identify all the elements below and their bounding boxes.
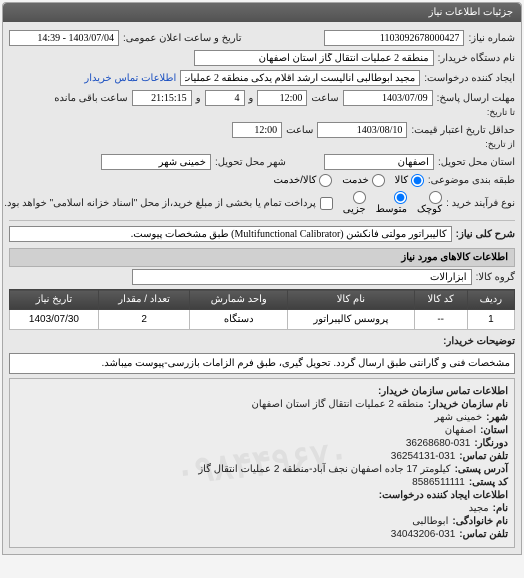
category-label: طبقه بندی موضوعی: bbox=[428, 175, 515, 186]
days-input[interactable] bbox=[205, 90, 245, 106]
group-input[interactable] bbox=[132, 269, 472, 285]
c-lname: ابوطالبی bbox=[412, 516, 448, 527]
cat-goods-option[interactable]: کالا bbox=[395, 174, 424, 187]
items-table: ردیف کد کالا نام کالا واحد شمارش تعداد /… bbox=[9, 289, 515, 330]
validity-from-label: از تاریخ: bbox=[485, 139, 515, 150]
panel-body: شماره نیاز: تاریخ و ساعت اعلان عمومی: نا… bbox=[3, 22, 521, 554]
validity-label: حداقل تاریخ اعتبار قیمت: bbox=[411, 125, 515, 136]
group-label: گروه کالا: bbox=[476, 272, 515, 283]
c-phone: 36254131-031 bbox=[391, 451, 456, 462]
cat-goods-service-text: کالا/خدمت bbox=[274, 175, 317, 186]
cat-goods-service-radio[interactable] bbox=[319, 174, 332, 187]
desc-label: شرح کلی نیاز: bbox=[456, 229, 515, 240]
c-fax: 36268680-031 bbox=[406, 438, 471, 449]
to-date-label: تا تاریخ: bbox=[487, 107, 515, 118]
c-postal: 8586511111 bbox=[412, 477, 465, 488]
c-rphone: 34043206-031 bbox=[391, 529, 456, 540]
announce-input[interactable] bbox=[9, 30, 119, 46]
th-date: تاریخ نیاز bbox=[10, 290, 99, 310]
c-org: منطقه 2 عملیات انتقال گاز استان اصفهان bbox=[251, 399, 423, 410]
th-row: ردیف bbox=[467, 290, 514, 310]
deadline-date-input[interactable] bbox=[343, 90, 433, 106]
proc-medium-option[interactable]: متوسط bbox=[376, 191, 407, 215]
c-org-label: نام سازمان خریدار: bbox=[428, 399, 508, 410]
buyer-info-link[interactable]: اطلاعات تماس خریدار bbox=[84, 73, 176, 84]
cat-service-radio[interactable] bbox=[372, 174, 385, 187]
city-label: شهر محل تحویل: bbox=[215, 157, 286, 168]
proc-small-radio[interactable] bbox=[429, 191, 442, 204]
req-no-input[interactable] bbox=[324, 30, 464, 46]
city-input[interactable] bbox=[101, 154, 211, 170]
buyer-desc-label: توضیحات خریدار: bbox=[443, 336, 515, 347]
creator-label: ایجاد کننده درخواست: bbox=[424, 73, 515, 84]
validity-date-input[interactable] bbox=[317, 122, 407, 138]
buyer-desc-box: مشخصات فنی و گارانتی طبق ارسال گردد. تحو… bbox=[9, 353, 515, 374]
req-no-label: شماره نیاز: bbox=[468, 33, 515, 44]
panel-title: جزئیات اطلاعات نیاز bbox=[3, 3, 521, 22]
process-label: نوع فرآیند خرید : bbox=[446, 198, 515, 209]
cat-goods-text: کالا bbox=[395, 175, 409, 186]
proc-partial-text: جزیی bbox=[343, 204, 366, 215]
time-label-2: ساعت bbox=[286, 125, 313, 136]
and-label-2: و bbox=[196, 93, 201, 104]
cat-service-text: خدمت bbox=[342, 175, 369, 186]
cell-date: 1403/07/30 bbox=[10, 310, 99, 330]
remaining-suffix: ساعت باقی مانده bbox=[54, 93, 127, 104]
contact-header: اطلاعات تماس سازمان خریدار: bbox=[378, 386, 508, 397]
desc-input[interactable] bbox=[9, 226, 452, 242]
validity-time-input[interactable] bbox=[232, 122, 282, 138]
th-unit: واحد شمارش bbox=[190, 290, 288, 310]
proc-partial-option[interactable]: جزیی bbox=[343, 191, 366, 215]
buyer-org-input[interactable] bbox=[194, 50, 434, 66]
cat-goods-radio[interactable] bbox=[411, 174, 424, 187]
items-header: اطلاعات کالاهای مورد نیاز bbox=[9, 248, 515, 267]
c-lname-label: نام خانوادگی: bbox=[452, 516, 508, 527]
proc-note-checkbox[interactable] bbox=[320, 197, 333, 210]
c-province-label: استان: bbox=[480, 425, 508, 436]
th-code: کد کالا bbox=[414, 290, 467, 310]
cell-unit: دستگاه bbox=[190, 310, 288, 330]
c-name: مجید bbox=[469, 503, 489, 514]
buyer-org-label: نام دستگاه خریدار: bbox=[438, 53, 515, 64]
province-input[interactable] bbox=[324, 154, 434, 170]
remaining-input[interactable] bbox=[132, 90, 192, 106]
th-qty: تعداد / مقدار bbox=[98, 290, 189, 310]
deadline-label: مهلت ارسال پاسخ: bbox=[437, 93, 515, 104]
deadline-time-input[interactable] bbox=[257, 90, 307, 106]
cat-goods-service-option[interactable]: کالا/خدمت bbox=[274, 174, 333, 187]
cell-row: 1 bbox=[467, 310, 514, 330]
th-name: نام کالا bbox=[288, 290, 414, 310]
c-address: کیلومتر 17 جاده اصفهان نجف آباد-منطقه 2 … bbox=[198, 464, 450, 475]
c-fax-label: دورنگار: bbox=[474, 438, 508, 449]
c-postal-label: کد پستی: bbox=[469, 477, 508, 488]
details-panel: جزئیات اطلاعات نیاز شماره نیاز: تاریخ و … bbox=[2, 2, 522, 555]
c-rphone-label: تلفن تماس: bbox=[459, 529, 508, 540]
proc-small-text: کوچک bbox=[417, 204, 442, 215]
separator bbox=[9, 220, 515, 221]
c-phone-label: تلفن تماس: bbox=[459, 451, 508, 462]
contact-block: ۰۹۸۴۴۹۶۷۰ اطلاعات تماس سازمان خریدار: نا… bbox=[9, 378, 515, 548]
cat-service-option[interactable]: خدمت bbox=[342, 174, 384, 187]
c-address-label: آدرس پستی: bbox=[455, 464, 508, 475]
and-label: و bbox=[249, 93, 254, 104]
cell-qty: 2 bbox=[98, 310, 189, 330]
province-label: استان محل تحویل: bbox=[438, 157, 515, 168]
creator-input[interactable] bbox=[180, 70, 420, 86]
c-city-label: شهر: bbox=[486, 412, 508, 423]
proc-note: پرداخت تمام یا بخشی از مبلغ خرید،از محل … bbox=[4, 198, 316, 209]
announce-label: تاریخ و ساعت اعلان عمومی: bbox=[123, 33, 242, 44]
c-city: خمینی شهر bbox=[435, 412, 483, 423]
c-name-label: نام: bbox=[493, 503, 508, 514]
table-row[interactable]: 1 -- پروسس کالیبراتور دستگاه 2 1403/07/3… bbox=[10, 310, 515, 330]
cell-code: -- bbox=[414, 310, 467, 330]
c-province: اصفهان bbox=[445, 425, 476, 436]
time-label-1: ساعت bbox=[311, 93, 338, 104]
cell-name: پروسس کالیبراتور bbox=[288, 310, 414, 330]
proc-partial-radio[interactable] bbox=[353, 191, 366, 204]
proc-small-option[interactable]: کوچک bbox=[417, 191, 442, 215]
proc-medium-text: متوسط bbox=[376, 204, 407, 215]
requester-header: اطلاعات ایجاد کننده درخواست: bbox=[379, 490, 508, 501]
proc-medium-radio[interactable] bbox=[394, 191, 407, 204]
